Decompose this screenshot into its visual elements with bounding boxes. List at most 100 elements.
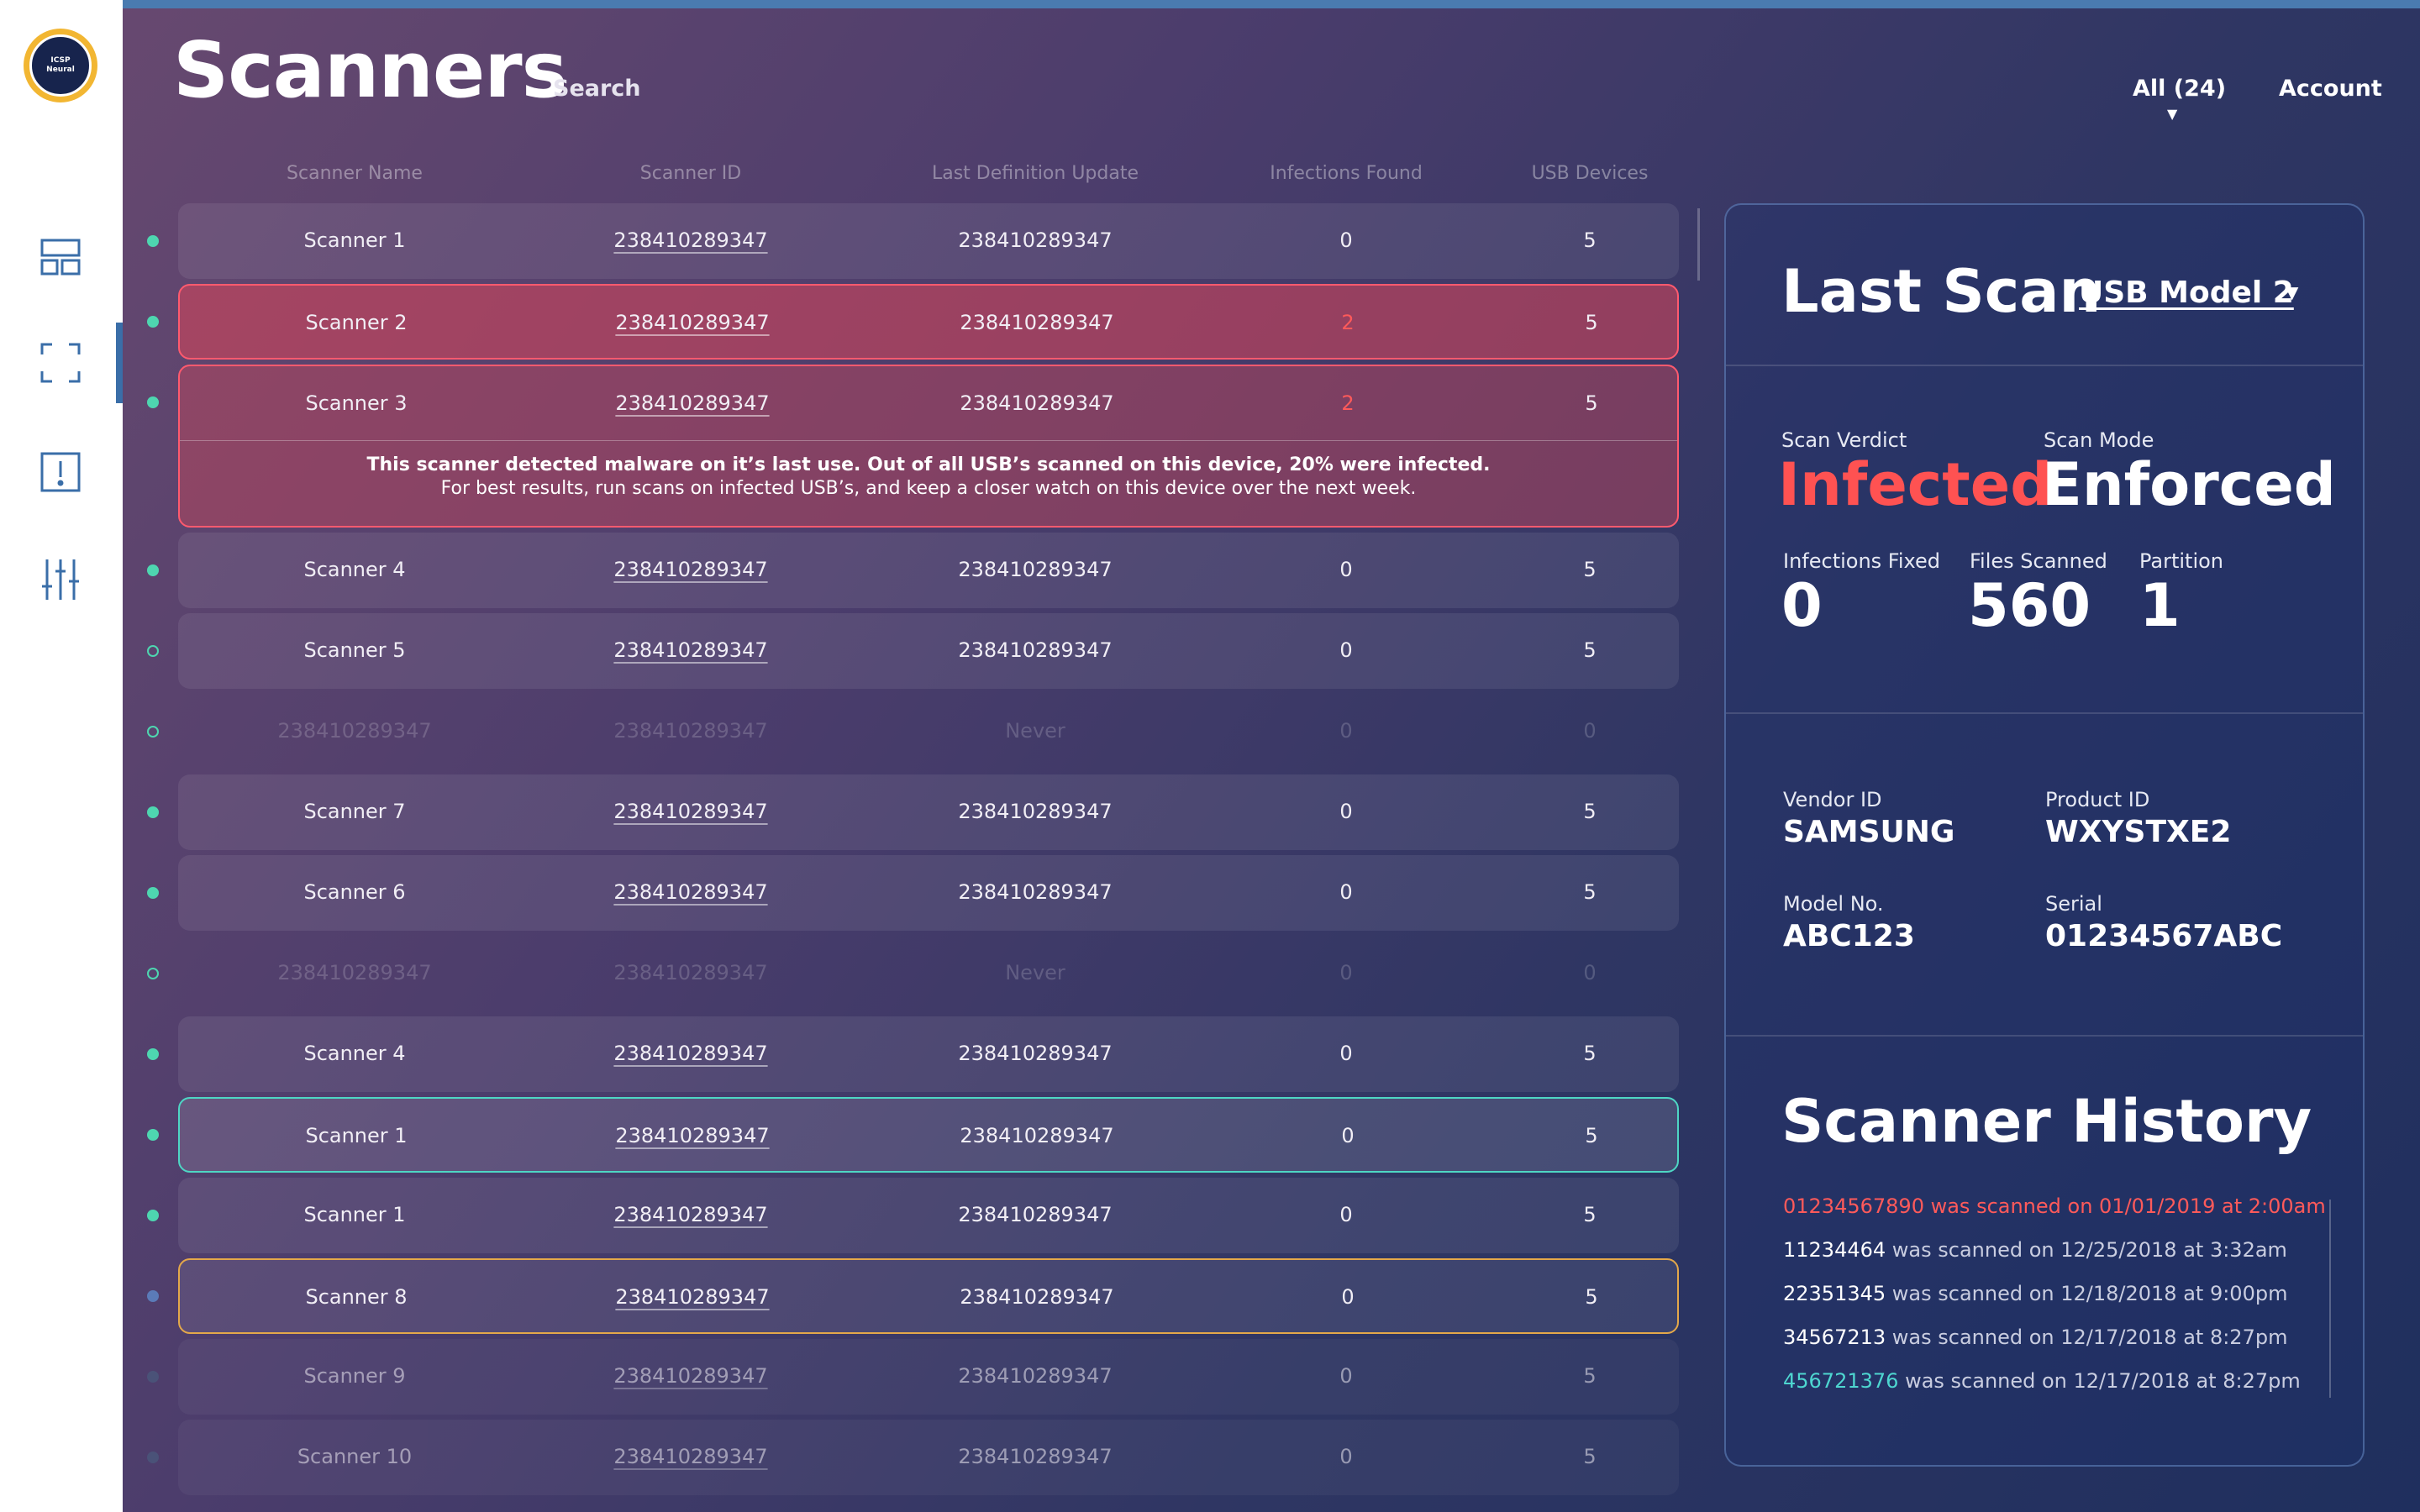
infections-count: 2 (1341, 311, 1355, 334)
scanner-id-link[interactable]: 238410289347 (613, 1042, 768, 1065)
definition-update: 238410289347 (960, 311, 1114, 334)
sidebar-active-indicator (116, 323, 123, 403)
scanner-id-link[interactable]: 238410289347 (615, 1124, 770, 1147)
scanner-name: Scanner 3 (305, 391, 408, 415)
history-item[interactable]: 34567213 was scanned on 12/17/2018 at 8:… (1783, 1326, 2287, 1349)
table-row[interactable]: Scanner 9 238410289347 238410289347 0 5 (178, 1339, 1679, 1415)
scanner-name: 238410289347 (277, 719, 432, 743)
chevron-down-icon[interactable]: ▼ (2167, 106, 2178, 122)
history-item[interactable]: 456721376 was scanned on 12/17/2018 at 8… (1783, 1369, 2301, 1393)
page-title: Scanners (173, 25, 567, 115)
scanner-id-link[interactable]: 238410289347 (613, 1364, 768, 1388)
table-row[interactable]: Scanner 10 238410289347 238410289347 0 5 (178, 1420, 1679, 1495)
infections-count: 0 (1339, 228, 1353, 252)
infections-fixed-label: Infections Fixed (1783, 549, 1940, 573)
serial-value: 01234567ABC (2045, 919, 2283, 953)
chevron-down-icon[interactable]: ▼ (2286, 282, 2299, 302)
vendor-id-label: Vendor ID (1783, 788, 1882, 811)
table-row-inactive[interactable]: 238410289347 238410289347 Never 0 0 (178, 936, 1679, 1011)
status-online-dot (147, 1210, 159, 1221)
status-online-dot (147, 316, 159, 328)
status-online-dot (147, 1048, 159, 1060)
usb-count: 5 (1585, 391, 1598, 415)
scanner-id-link[interactable]: 238410289347 (613, 558, 768, 581)
logo-line-2: Neural (46, 66, 75, 74)
history-item[interactable]: 11234464 was scanned on 12/25/2018 at 3:… (1783, 1238, 2287, 1262)
table-row[interactable]: Scanner 4 238410289347 238410289347 0 5 (178, 533, 1679, 608)
definition-update: 238410289347 (958, 1042, 1113, 1065)
usb-count: 5 (1583, 880, 1597, 904)
infections-count: 0 (1339, 558, 1353, 581)
scanner-id-link[interactable]: 238410289347 (613, 880, 768, 904)
sidebar-item-alerts[interactable] (37, 449, 84, 496)
infections-count: 0 (1341, 1285, 1355, 1309)
filter-dropdown[interactable]: All (24) (2133, 76, 2227, 102)
serial-label: Serial (2045, 892, 2102, 916)
table-row[interactable]: Scanner 1 238410289347 238410289347 0 5 (178, 1178, 1679, 1253)
search-button[interactable]: Search (553, 76, 641, 102)
table-row[interactable]: Scanner 1 238410289347 238410289347 0 5 (178, 203, 1679, 279)
sidebar-item-dashboard[interactable] (37, 234, 84, 281)
table-scrollbar[interactable] (1697, 208, 1700, 281)
infections-count: 0 (1339, 638, 1353, 662)
table-row-infected[interactable]: Scanner 2 238410289347 238410289347 2 5 (178, 284, 1679, 360)
table-row-selected[interactable]: Scanner 1 238410289347 238410289347 0 5 (178, 1097, 1679, 1173)
scanner-name: Scanner 10 (297, 1445, 413, 1468)
history-description: was scanned on 12/17/2018 at 8:27pm (1886, 1326, 2288, 1349)
table-row[interactable]: Scanner 4 238410289347 238410289347 0 5 (178, 1016, 1679, 1092)
scanner-id-link[interactable]: 238410289347 (615, 391, 770, 415)
scanner-id-link[interactable]: 238410289347 (615, 1285, 770, 1309)
scanner-id-link[interactable]: 238410289347 (615, 311, 770, 334)
panel-divider (1726, 712, 2363, 714)
infections-count: 0 (1341, 1124, 1355, 1147)
scanner-name: Scanner 6 (303, 880, 406, 904)
scanner-name: Scanner 1 (303, 228, 406, 252)
column-header-name[interactable]: Scanner Name (287, 163, 423, 184)
table-row-warning[interactable]: Scanner 8 238410289347 238410289347 0 5 (178, 1258, 1679, 1334)
files-scanned-value: 560 (1968, 571, 2091, 640)
scanner-history-title: Scanner History (1781, 1087, 2312, 1156)
scanner-name: Scanner 8 (305, 1285, 408, 1309)
history-item[interactable]: 22351345 was scanned on 12/18/2018 at 9:… (1783, 1282, 2287, 1305)
panel-divider (1726, 365, 2363, 366)
table-row[interactable]: Scanner 7 238410289347 238410289347 0 5 (178, 774, 1679, 850)
column-header-usb[interactable]: USB Devices (1531, 163, 1649, 184)
sidebar-item-scanners[interactable] (37, 339, 84, 386)
infections-count: 0 (1339, 800, 1353, 823)
usb-count: 5 (1583, 800, 1597, 823)
history-item[interactable]: 01234567890 was scanned on 01/01/2019 at… (1783, 1194, 2326, 1218)
status-offline-dot (147, 968, 159, 979)
usb-count: 5 (1585, 1124, 1598, 1147)
definition-update: Never (1005, 961, 1065, 984)
scanner-id-link[interactable]: 238410289347 (613, 228, 768, 252)
table-row-inactive[interactable]: 238410289347 238410289347 Never 0 0 (178, 694, 1679, 769)
usb-count: 5 (1585, 311, 1598, 334)
table-row[interactable]: Scanner 5 238410289347 238410289347 0 5 (178, 613, 1679, 689)
table-row[interactable]: Scanner 6 238410289347 238410289347 0 5 (178, 855, 1679, 931)
app-logo[interactable]: ICSP Neural (24, 29, 97, 102)
status-online-dot (147, 1129, 159, 1141)
scanner-id-link[interactable]: 238410289347 (613, 1203, 768, 1226)
history-scrollbar[interactable] (2329, 1200, 2331, 1398)
partition-value: 1 (2139, 571, 2181, 640)
usb-count: 0 (1583, 719, 1597, 743)
history-description: was scanned on 01/01/2019 at 2:00am (1923, 1194, 2326, 1218)
column-header-infections[interactable]: Infections Found (1270, 163, 1423, 184)
scanner-id-link[interactable]: 238410289347 (613, 638, 768, 662)
column-header-id[interactable]: Scanner ID (639, 163, 742, 184)
scanner-name: Scanner 1 (305, 1124, 408, 1147)
sidebar-item-settings[interactable] (37, 556, 84, 603)
device-select-dropdown[interactable]: USB Model 2 (2079, 276, 2294, 310)
status-online-dot (147, 396, 159, 408)
scanner-id-link[interactable]: 238410289347 (613, 1445, 768, 1468)
account-button[interactable]: Account (2279, 76, 2382, 102)
column-header-definition[interactable]: Last Definition Update (931, 163, 1139, 184)
table-row-expanded[interactable]: Scanner 3 238410289347 238410289347 2 5 … (178, 365, 1679, 528)
status-online-dot (147, 235, 159, 247)
definition-update: 238410289347 (958, 800, 1113, 823)
scanner-id-link[interactable]: 238410289347 (613, 800, 768, 823)
scan-mode-value: Enforced (2042, 450, 2336, 519)
status-offline-dot (147, 645, 159, 657)
scanner-name: Scanner 2 (305, 311, 408, 334)
infections-count: 0 (1339, 961, 1353, 984)
